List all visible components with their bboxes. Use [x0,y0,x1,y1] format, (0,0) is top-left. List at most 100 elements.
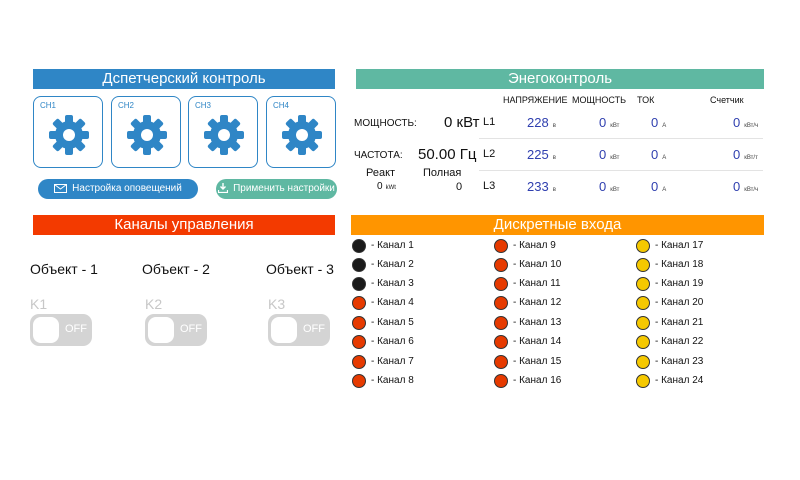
status-led-icon [636,355,650,369]
phase-voltage-value: 233 [527,179,549,194]
phase-voltage-unit: в [552,187,556,193]
apply-settings-button[interactable]: Применить настройки [216,179,337,199]
channel-label: CH4 [273,101,290,110]
status-led-icon [352,277,366,291]
status-led-icon [636,239,650,253]
header-power: МОЩНОСТЬ [572,95,627,105]
k1-toggle[interactable]: OFF [30,314,92,346]
channel-card-ch2[interactable]: CH2 [111,96,181,168]
phase-current-unit: А [662,187,667,193]
discrete-channel-label: - Канал 11 [513,278,561,289]
phase-power-value: 0 [599,179,607,194]
reactive-readout: 0 kWt [377,181,396,192]
energy-title: Энегоконтроль [507,70,613,87]
power-label: МОЩНОСТЬ: [354,118,417,129]
frequency-value: 50.00 [418,146,456,163]
discrete-channel-label: - Канал 20 [655,297,704,308]
frequency-readout: 50.00 Гц [418,146,476,163]
phase-meter-unit: кВт/ч [744,187,759,193]
discrete-channel-label: - Канал 21 [655,317,704,328]
full-label: Полная [423,167,462,179]
phase-meter-unit: кВт/т [744,155,758,161]
k2-label: K2 [145,296,163,312]
discrete-channel-label: - Канал 23 [655,356,704,367]
discrete-title: Дискретные входа [493,216,622,233]
channel-label: CH2 [118,101,135,110]
discrete-header: Дискретные входа [351,215,764,235]
toggle-knob [271,317,297,343]
phase-meter: 0 кВт/т [733,147,758,162]
phase-meter: 0 кВт/ч [733,179,758,194]
discrete-channel-label: - Канал 18 [655,259,704,270]
status-led-icon [352,296,366,310]
status-led-icon [636,316,650,330]
dispatch-header: Дспетчерский контроль [33,69,335,89]
toggle-state: OFF [65,323,87,335]
discrete-channel-label: - Канал 1 [371,240,414,251]
reactive-unit: kWt [385,185,396,191]
phase-name: L3 [483,180,496,192]
phase-voltage-unit: в [552,155,556,161]
status-led-icon [494,239,508,253]
header-current: ТОК [637,95,655,105]
discrete-channel-label: - Канал 9 [513,240,556,251]
k3-label: K3 [268,296,286,312]
discrete-channel-label: - Канал 6 [371,336,414,347]
k3-toggle[interactable]: OFF [268,314,330,346]
discrete-channel-label: - Канал 10 [513,259,562,270]
frequency-label: ЧАСТОТА: [354,150,403,161]
phase-meter: 0 кВт/ч [733,115,758,130]
apply-settings-label: Применить настройки [233,183,335,194]
status-led-icon [636,258,650,272]
status-led-icon [494,296,508,310]
discrete-channel-label: - Канал 8 [371,375,414,386]
phase-meter-value: 0 [733,179,741,194]
discrete-channel-label: - Канал 5 [371,317,414,328]
reactive-label: Реакт [366,167,396,179]
status-led-icon [352,258,366,272]
discrete-channel-label: - Канал 7 [371,356,414,367]
discrete-channel-label: - Канал 14 [513,336,562,347]
phase-name: L1 [483,116,496,128]
download-icon [218,183,229,194]
phase-power: 0 кВт [599,179,619,194]
phase-voltage-value: 225 [527,147,549,162]
reactive-value: 0 [377,181,383,192]
header-voltage: НАПРЯЖЕНИЕ [503,95,568,105]
discrete-channel-label: - Канал 4 [371,297,414,308]
phase-power: 0 кВт [599,147,619,162]
phase-current-value: 0 [651,115,659,130]
toggle-state: OFF [180,323,202,335]
channel-card-ch1[interactable]: CH1 [33,96,103,168]
phase-meter-value: 0 [733,115,741,130]
object-2-label: Объект - 2 [142,261,210,277]
header-meter: Счетчик [710,95,744,105]
notify-settings-label: Настройка оповещений [72,183,182,194]
discrete-channel-label: - Канал 2 [371,259,414,270]
frequency-unit: Гц [459,146,477,163]
channel-card-ch3[interactable]: CH3 [188,96,258,168]
discrete-channel-label: - Канал 12 [513,297,562,308]
phase-power-unit: кВт [610,123,620,129]
channel-card-ch4[interactable]: CH4 [266,96,336,168]
notify-settings-button[interactable]: Настройка оповещений [38,179,198,199]
power-readout: 0 кВт [444,114,479,131]
object-3-label: Объект - 3 [266,261,334,277]
k2-toggle[interactable]: OFF [145,314,207,346]
phase-power-value: 0 [599,115,607,130]
k1-label: K1 [30,296,48,312]
status-led-icon [352,374,366,388]
gear-icon [282,115,322,155]
phase-name: L2 [483,148,496,160]
dispatch-title: Дспетчерский контроль [102,70,266,87]
object-1-label: Объект - 1 [30,261,98,277]
gear-icon [127,115,167,155]
toggle-knob [33,317,59,343]
status-led-icon [352,355,366,369]
phase-voltage-unit: в [552,123,556,129]
